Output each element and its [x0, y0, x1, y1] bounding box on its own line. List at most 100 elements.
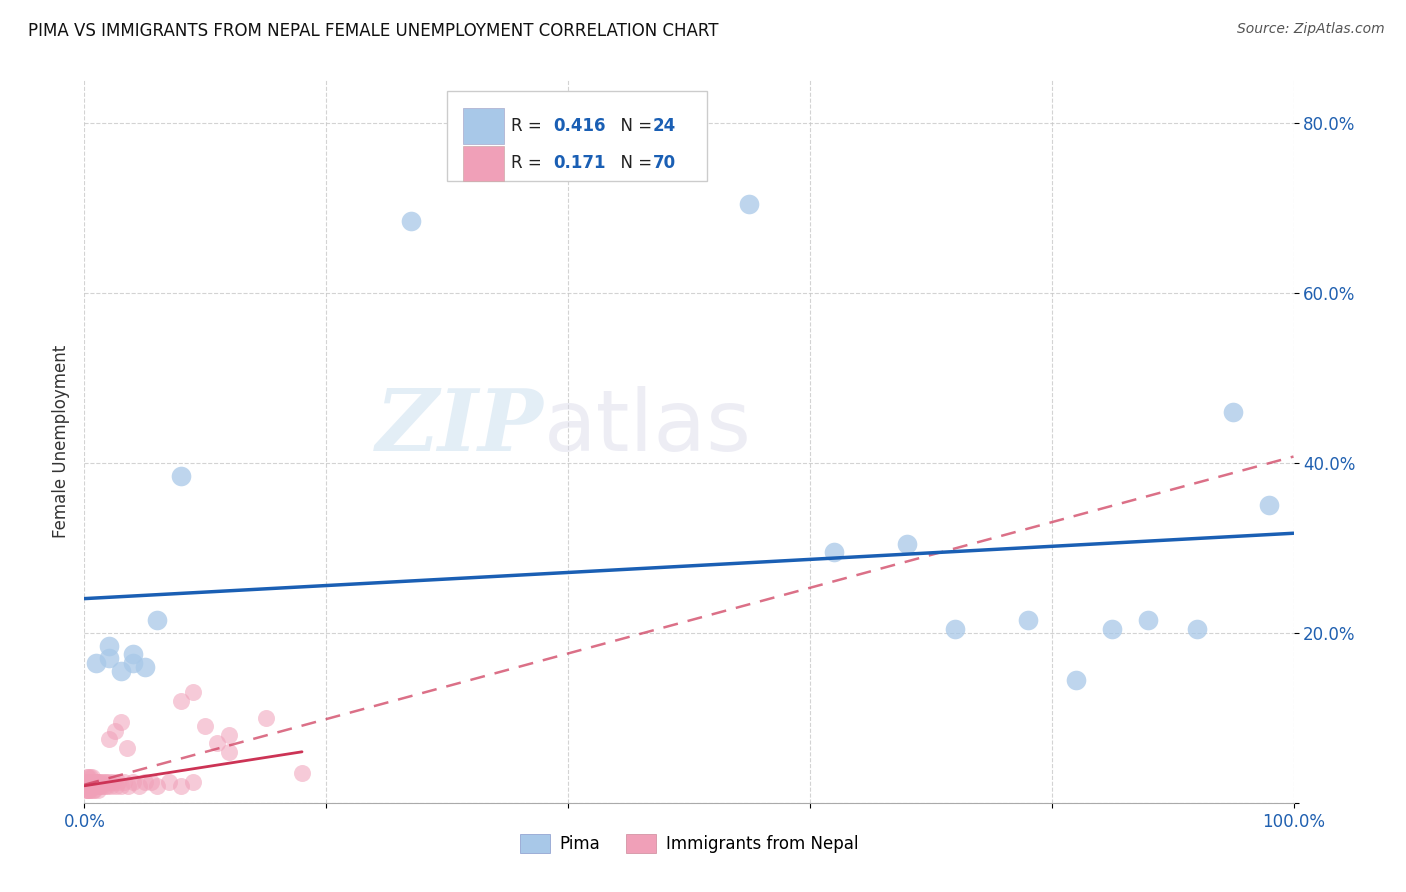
- Point: [104, 723, 127, 738]
- Point: [79, 774, 101, 789]
- Point: [76, 783, 98, 797]
- Text: PIMA VS IMMIGRANTS FROM NEPAL FEMALE UNEMPLOYMENT CORRELATION CHART: PIMA VS IMMIGRANTS FROM NEPAL FEMALE UNE…: [28, 22, 718, 40]
- Point: [77, 770, 100, 784]
- FancyBboxPatch shape: [447, 91, 707, 181]
- Point: [1185, 622, 1208, 636]
- Text: R =: R =: [512, 117, 547, 135]
- Point: [181, 774, 204, 789]
- Point: [87, 774, 110, 789]
- Point: [399, 213, 422, 227]
- Point: [82, 783, 104, 797]
- Point: [134, 774, 156, 789]
- Point: [1017, 613, 1039, 627]
- Point: [107, 774, 129, 789]
- Text: N =: N =: [610, 117, 658, 135]
- Point: [110, 714, 132, 729]
- Point: [94, 774, 117, 789]
- Point: [254, 711, 277, 725]
- Point: [97, 639, 120, 653]
- Point: [80, 770, 103, 784]
- Point: [82, 774, 104, 789]
- Point: [181, 685, 204, 699]
- Point: [170, 779, 193, 793]
- Point: [170, 468, 193, 483]
- Point: [1222, 405, 1244, 419]
- Point: [79, 779, 101, 793]
- Point: [76, 770, 98, 784]
- Point: [146, 779, 169, 793]
- Point: [134, 660, 156, 674]
- Point: [146, 613, 169, 627]
- Point: [100, 779, 122, 793]
- Text: 0.416: 0.416: [554, 117, 606, 135]
- Point: [97, 774, 120, 789]
- Point: [77, 783, 100, 797]
- FancyBboxPatch shape: [463, 145, 503, 181]
- Point: [1258, 498, 1281, 512]
- Point: [112, 774, 135, 789]
- Point: [77, 783, 100, 797]
- Point: [110, 779, 132, 793]
- Point: [80, 774, 103, 789]
- Y-axis label: Female Unemployment: Female Unemployment: [52, 345, 70, 538]
- Point: [84, 774, 107, 789]
- Point: [117, 779, 139, 793]
- Legend: Pima, Immigrants from Nepal: Pima, Immigrants from Nepal: [513, 827, 865, 860]
- Point: [80, 779, 103, 793]
- Point: [97, 651, 120, 665]
- Point: [1137, 613, 1160, 627]
- Point: [738, 196, 761, 211]
- Point: [75, 774, 97, 789]
- Point: [170, 694, 193, 708]
- Point: [823, 545, 845, 559]
- Point: [218, 745, 240, 759]
- Point: [77, 774, 100, 789]
- Point: [896, 536, 918, 550]
- Point: [103, 774, 125, 789]
- Point: [121, 656, 143, 670]
- Point: [91, 779, 114, 793]
- Point: [121, 774, 143, 789]
- Text: atlas: atlas: [544, 385, 752, 468]
- Point: [76, 779, 98, 793]
- Point: [97, 732, 120, 747]
- Point: [86, 774, 108, 789]
- Point: [79, 783, 101, 797]
- Point: [82, 779, 104, 793]
- Point: [110, 664, 132, 678]
- Point: [90, 774, 112, 789]
- Point: [83, 783, 105, 797]
- Point: [943, 622, 966, 636]
- Point: [218, 728, 240, 742]
- Point: [121, 647, 143, 661]
- Point: [86, 656, 108, 670]
- Point: [96, 779, 118, 793]
- Point: [291, 766, 314, 780]
- Point: [83, 774, 105, 789]
- Point: [94, 779, 117, 793]
- FancyBboxPatch shape: [463, 108, 503, 144]
- Point: [93, 774, 115, 789]
- Point: [86, 774, 108, 789]
- Point: [84, 779, 107, 793]
- Point: [79, 770, 101, 784]
- Point: [1101, 622, 1123, 636]
- Point: [77, 774, 100, 789]
- Point: [157, 774, 180, 789]
- Point: [76, 774, 98, 789]
- Text: 70: 70: [652, 154, 676, 172]
- Text: ZIP: ZIP: [375, 385, 544, 469]
- Point: [77, 779, 100, 793]
- Point: [139, 774, 162, 789]
- Text: R =: R =: [512, 154, 547, 172]
- Point: [207, 736, 229, 750]
- Text: 24: 24: [652, 117, 676, 135]
- Point: [194, 719, 217, 733]
- Point: [77, 779, 100, 793]
- Point: [75, 779, 97, 793]
- Point: [89, 779, 111, 793]
- Text: N =: N =: [610, 154, 658, 172]
- Point: [128, 779, 150, 793]
- Point: [1064, 673, 1087, 687]
- Point: [115, 740, 138, 755]
